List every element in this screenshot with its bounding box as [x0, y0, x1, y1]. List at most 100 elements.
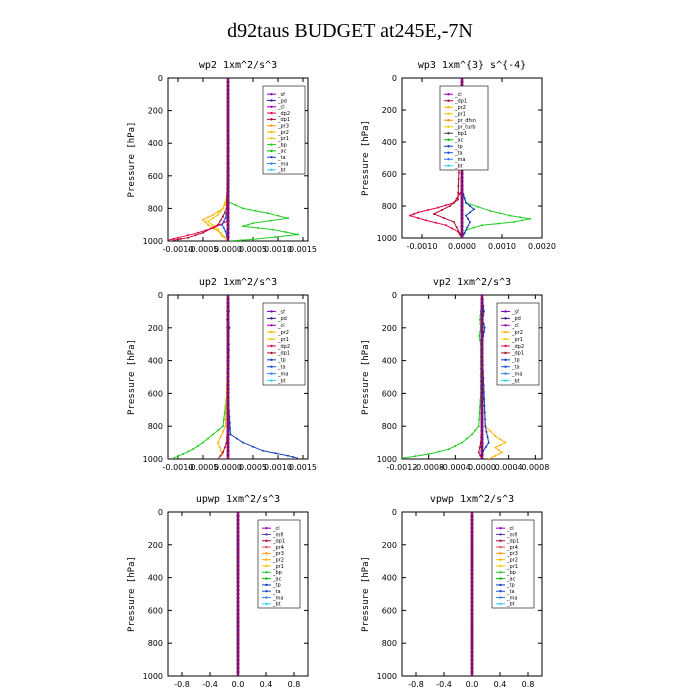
zero-profile-point: [460, 188, 464, 192]
series-point-pr1: [219, 232, 222, 235]
zero-profile-point: [226, 207, 230, 210]
y-tick-label: 800: [382, 202, 397, 211]
legend-marker-cl: [499, 526, 502, 530]
x-tick-label: 0.0008: [521, 463, 549, 472]
series-point-dp2: [437, 450, 440, 453]
page-title: d92taus BUDGET at245E,-7N: [227, 20, 473, 42]
x-tick-label: -0.0010: [407, 242, 438, 251]
zero-profile-point: [236, 572, 240, 575]
zero-profile-point: [460, 196, 464, 200]
zero-profile-point: [226, 154, 230, 157]
series-point-tp: [483, 326, 486, 329]
series-point-pr2: [207, 216, 209, 219]
zero-profile-point: [460, 208, 464, 212]
series-group: [470, 512, 474, 676]
zero-profile-point: [226, 424, 230, 428]
series-point-dp2: [172, 238, 174, 240]
series-point-tp: [473, 208, 475, 211]
zero-profile-point: [480, 400, 484, 403]
series-point-pr1: [212, 217, 214, 220]
legend-label-dp1: _dp1: [277, 351, 290, 357]
zero-profile-point: [226, 223, 230, 227]
series-point-ta: [224, 217, 227, 220]
series-point-dp1: [425, 219, 427, 222]
legend-marker-pr2: [270, 130, 273, 134]
legend-label-ta: _ta: [272, 589, 281, 595]
zero-profile-point: [226, 330, 230, 334]
series-point-dp2: [478, 405, 481, 408]
series-point-pr2: [494, 454, 497, 457]
series-line-dp2: [402, 295, 483, 459]
x-tick-label: 0.4: [260, 680, 273, 689]
legend-label-ta: _ta: [454, 151, 463, 157]
series-point-tp: [467, 217, 469, 220]
y-tick-label: 600: [382, 606, 397, 615]
series-point-bp1: [497, 222, 499, 225]
zero-profile-point: [480, 424, 484, 428]
legend: _cl_mfl_dp1_pr4_pr3_pr2_pr1_bp_ac_tp_ta_…: [257, 519, 301, 609]
series-point-dp1: [409, 214, 411, 217]
series-point-bp1: [521, 219, 523, 222]
x-tick-label: 0.0015: [289, 463, 317, 472]
y-tick-label: 800: [382, 639, 397, 648]
zero-profile-point: [226, 392, 230, 395]
legend-marker-ta: [447, 151, 450, 154]
x-tick-label: -0.0005: [188, 463, 219, 472]
series-point-dp2: [219, 223, 221, 226]
zero-profile-point: [236, 674, 240, 676]
legend-label-pr_turb: _pr_turb: [454, 125, 476, 131]
legend-marker-bt: [270, 379, 273, 382]
zero-profile-point: [480, 338, 484, 342]
series-point-pr1: [212, 224, 214, 227]
legend-marker-ac: [447, 138, 450, 141]
series-point-bp: [287, 217, 289, 220]
zero-profile-point: [480, 359, 484, 362]
zero-profile-point: [236, 568, 240, 571]
legend-marker-mfl: [499, 533, 502, 536]
legend-marker-pr2: [504, 330, 507, 334]
legend-marker-ma: [504, 372, 507, 375]
legend-marker-pr3: [265, 552, 268, 555]
legend-label-cl: _cl: [272, 526, 280, 532]
legend-label-dp1: _dp1: [272, 539, 285, 545]
y-axis-label: Pressure [hPa]: [127, 339, 137, 415]
plot-frame: [401, 294, 543, 460]
legend-label-sf: _sf: [277, 309, 285, 315]
zero-profile-point: [226, 170, 230, 174]
series-point-dp2: [207, 437, 209, 440]
legend-marker-tp: [447, 145, 450, 148]
zero-profile-point: [236, 559, 240, 563]
zero-profile-point: [226, 338, 230, 342]
zero-profile-point: [480, 295, 484, 297]
series-point-dp2: [479, 330, 481, 333]
zero-profile-point: [226, 141, 230, 145]
y-tick-label: 800: [382, 422, 397, 431]
legend-label-ta: _ta: [277, 155, 286, 161]
series-point-dp2: [187, 450, 189, 453]
legend-label-cl: _cl: [511, 323, 519, 329]
legend-label-mfl: _mfl: [506, 532, 518, 538]
series-point-pr2: [224, 418, 227, 421]
legend-marker-pr2: [270, 330, 273, 334]
y-tick-label: 600: [148, 606, 163, 615]
zero-profile-point: [236, 621, 240, 625]
series-point-dp2: [197, 444, 199, 447]
legend-marker-bp: [270, 143, 273, 146]
legend-marker-pr1: [504, 337, 507, 341]
zero-profile-point: [226, 182, 230, 186]
legend-label-pr1: _pr1: [277, 337, 289, 343]
panel-title: wp3 1xm^{3} s^{-4}: [418, 60, 526, 71]
zero-profile-point: [226, 219, 230, 223]
zero-profile-point: [480, 412, 484, 416]
chart-panel-4: vp2 1xm^2/s^3 Pressure [hPa] 0 200 400 600 800…: [361, 277, 549, 472]
series-point-pr2: [501, 451, 503, 454]
series-point-pr2: [458, 231, 461, 234]
zero-profile-point: [226, 342, 230, 346]
series-point-ta: [221, 223, 223, 226]
legend-marker-bp: [265, 571, 268, 574]
y-tick-label: 400: [148, 139, 163, 148]
zero-profile-point: [480, 457, 484, 459]
series-group: [236, 512, 240, 676]
zero-profile-point: [470, 535, 474, 538]
